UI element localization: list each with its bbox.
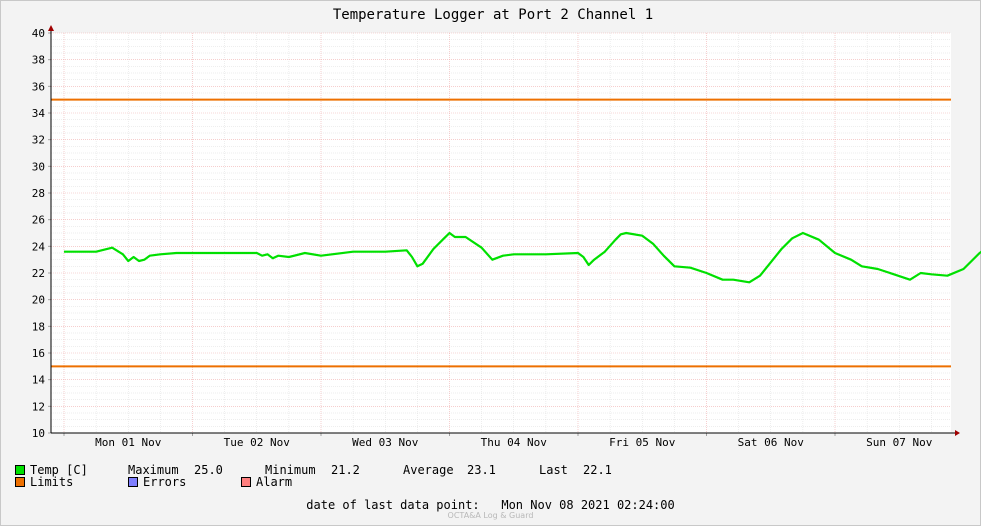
- legend-temp-label: Temp [C]: [30, 463, 88, 477]
- legend-limits-label: Limits: [30, 475, 74, 489]
- y-tick-label: 38: [32, 54, 45, 67]
- y-tick-label: 40: [32, 27, 45, 40]
- y-tick-label: 10: [32, 427, 45, 440]
- x-tick-label: Sun 07 Nov: [866, 436, 933, 449]
- temp-series-line: [64, 231, 981, 284]
- x-tick-label: Thu 04 Nov: [481, 436, 548, 449]
- minimum-label: Minimum: [265, 463, 316, 477]
- y-tick-label: 36: [32, 80, 45, 93]
- legend-row-stats: Temp [C] Maximum 25.0 Minimum 21.2 Avera…: [15, 463, 612, 477]
- x-tick-label: Mon 01 Nov: [95, 436, 162, 449]
- y-axis-arrow: [48, 25, 54, 31]
- y-axis-ticks: 10 12 14 16 18 20 22 24 26 28 30 32 34 36 38 40: [32, 27, 51, 440]
- alarm-swatch: [241, 477, 251, 487]
- x-tick-label: Wed 03 Nov: [352, 436, 419, 449]
- maximum-label: Maximum: [128, 463, 179, 477]
- minimum-value: 21.2: [331, 463, 360, 477]
- legend-row-status: Limits Errors Alarm: [15, 475, 292, 489]
- y-tick-label: 32: [32, 134, 45, 147]
- temp-swatch: [15, 465, 25, 475]
- y-tick-label: 22: [32, 267, 45, 280]
- last-value: 22.1: [583, 463, 612, 477]
- temperature-chart: Temperature Logger at Port 2 Channel 1 1…: [32, 7, 981, 449]
- y-tick-label: 30: [32, 160, 45, 173]
- legend-errors-label: Errors: [143, 475, 187, 489]
- y-tick-label: 12: [32, 400, 45, 413]
- x-tick-label: Tue 02 Nov: [224, 436, 291, 449]
- footer-value: Mon Nov 08 2021 02:24:00: [501, 498, 675, 512]
- y-tick-label: 20: [32, 294, 45, 307]
- y-tick-label: 26: [32, 214, 45, 227]
- errors-swatch: [128, 477, 138, 487]
- limits-swatch: [15, 477, 25, 487]
- average-value: 23.1: [467, 463, 496, 477]
- y-tick-label: 18: [32, 320, 45, 333]
- legend-alarm-label: Alarm: [256, 475, 293, 489]
- maximum-value: 25.0: [194, 463, 223, 477]
- x-tick-label: Fri 05 Nov: [609, 436, 676, 449]
- watermark: OCTA&A Log & Guard: [447, 511, 534, 520]
- grid-minor: [51, 33, 951, 433]
- grid-major: [51, 32, 951, 434]
- footer-label: date of last data point:: [306, 498, 480, 512]
- x-axis-ticks: Mon 01 Nov Tue 02 Nov Wed 03 Nov Thu 04 Nov…: [63, 433, 933, 449]
- y-tick-label: 24: [32, 240, 46, 253]
- x-tick-label: Sat 06 Nov: [738, 436, 805, 449]
- y-tick-label: 34: [32, 107, 46, 120]
- y-tick-label: 16: [32, 347, 45, 360]
- average-label: Average: [403, 463, 454, 477]
- chart-title: Temperature Logger at Port 2 Channel 1: [333, 7, 653, 23]
- y-tick-label: 28: [32, 187, 45, 200]
- last-data-point: date of last data point: Mon Nov 08 2021…: [0, 498, 981, 512]
- x-axis-arrow: [955, 430, 960, 436]
- axes: [48, 25, 960, 436]
- series-layer: [64, 231, 981, 284]
- y-tick-label: 14: [32, 374, 46, 387]
- limit-lines: [51, 98, 951, 368]
- last-label: Last: [539, 463, 568, 477]
